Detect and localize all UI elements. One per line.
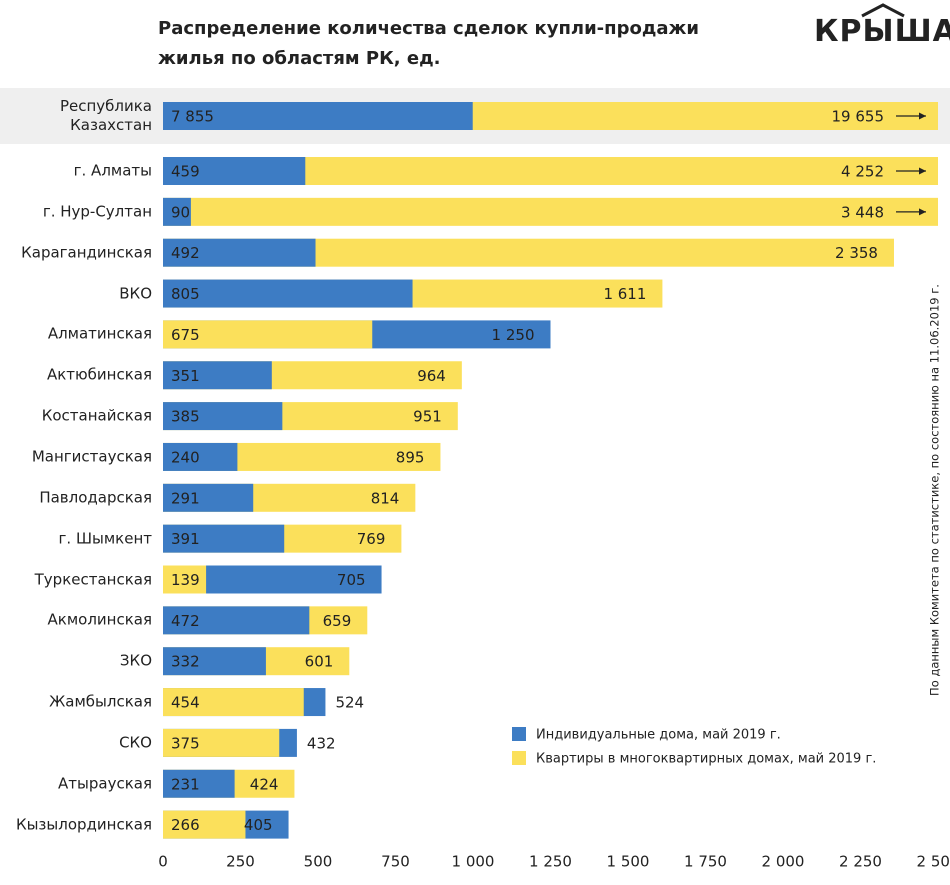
bar — [163, 442, 238, 471]
y-tick-label: ЗКО — [119, 651, 152, 670]
value-label: 4 252 — [841, 163, 884, 181]
y-tick-label: Костанайская — [41, 406, 152, 425]
value-label: 240 — [171, 448, 200, 466]
bar — [163, 361, 272, 390]
value-label: 1 611 — [603, 285, 646, 303]
source-note: По данным Комитета по статистике, по сос… — [928, 284, 942, 696]
value-label: 524 — [335, 694, 364, 712]
value-label: 291 — [171, 489, 200, 507]
bar — [163, 238, 316, 267]
bar — [163, 320, 373, 349]
y-tick-label: ВКО — [119, 284, 152, 303]
bar — [163, 279, 413, 308]
overflow-arrowhead — [919, 167, 926, 175]
value-label: 805 — [171, 285, 200, 303]
value-label: 90 — [171, 203, 190, 221]
y-tick-label: Павлодарская — [39, 488, 152, 507]
y-tick-label: Жамбылская — [49, 692, 152, 711]
bar — [163, 402, 283, 431]
y-tick-label: Мангистауская — [31, 447, 152, 466]
value-label: 705 — [337, 571, 366, 589]
value-label: 454 — [171, 694, 200, 712]
value-label: 675 — [171, 326, 200, 344]
x-tick-label: 1 250 — [529, 853, 572, 871]
value-label: 432 — [307, 734, 336, 752]
legend-swatch — [512, 751, 526, 765]
overflow-arrowhead — [919, 112, 926, 120]
y-tick-label: г. Нур-Султан — [42, 202, 152, 221]
x-tick-label: 2 500 — [917, 853, 950, 871]
value-label: 19 655 — [832, 108, 885, 126]
x-tick-label: 1 750 — [684, 853, 727, 871]
x-tick-label: 750 — [381, 853, 410, 871]
bar — [163, 157, 306, 185]
value-label: 385 — [171, 408, 200, 426]
y-tick-label: Алматинская — [47, 324, 152, 343]
bar — [163, 647, 266, 676]
legend-label: Индивидуальные дома, май 2019 г. — [536, 728, 781, 743]
bar — [163, 197, 191, 226]
y-tick-label: Актюбинская — [46, 365, 152, 384]
bar — [163, 728, 280, 757]
legend-swatch — [512, 727, 526, 741]
x-tick-label: 500 — [304, 853, 333, 871]
value-label: 601 — [305, 653, 334, 671]
value-label: 951 — [413, 408, 442, 426]
x-tick-label: 1 000 — [452, 853, 495, 871]
logo-roof — [861, 3, 905, 18]
value-label: 391 — [171, 530, 200, 548]
bar — [163, 565, 207, 594]
value-label: 769 — [357, 530, 386, 548]
value-label: 472 — [171, 612, 200, 630]
y-tick-label: Карагандинская — [21, 243, 152, 262]
x-tick-label: 250 — [226, 853, 255, 871]
chart-title: Распределение количества сделок купли-пр… — [158, 18, 700, 69]
value-label: 2 358 — [835, 244, 878, 262]
value-label: 814 — [371, 489, 400, 507]
bar — [163, 769, 235, 798]
bar — [163, 102, 473, 130]
overflow-arrowhead — [919, 208, 926, 216]
y-tick-label: Туркестанская — [34, 570, 152, 588]
value-label: 266 — [171, 816, 200, 834]
value-label: 351 — [171, 367, 200, 385]
value-label: 492 — [171, 244, 200, 262]
value-label: 964 — [417, 367, 446, 385]
y-tick-label: Кызылординская — [15, 815, 152, 834]
y-tick-label: Республика Казахстан — [59, 97, 152, 134]
logo: КРЫША — [814, 14, 950, 49]
value-label: 375 — [171, 734, 200, 752]
value-label: 1 250 — [492, 326, 535, 344]
legend-label: Квартиры в многоквартирных домах, май 20… — [536, 752, 876, 767]
bar — [163, 483, 254, 512]
x-tick-label: 1 500 — [607, 853, 650, 871]
value-label: 405 — [244, 816, 273, 834]
bar — [163, 197, 938, 226]
value-label: 332 — [171, 653, 200, 671]
value-label: 659 — [323, 612, 352, 630]
y-tick-label: Атырауская — [58, 774, 152, 793]
x-tick-label: 2 000 — [762, 853, 805, 871]
value-label: 895 — [396, 448, 425, 466]
value-label: 424 — [250, 775, 279, 793]
bar — [163, 688, 304, 717]
y-tick-label: Акмолинская — [47, 610, 152, 629]
value-label: 3 448 — [841, 203, 884, 221]
y-tick-label: г. Алматы — [73, 161, 152, 180]
y-tick-label: СКО — [119, 733, 152, 752]
bar — [163, 524, 285, 553]
bar — [163, 810, 246, 839]
x-tick-label: 2 250 — [839, 853, 882, 871]
x-tick-label: 0 — [158, 853, 168, 871]
value-label: 139 — [171, 571, 200, 589]
y-tick-label: г. Шымкент — [58, 529, 152, 548]
value-label: 231 — [171, 775, 200, 793]
bar — [163, 606, 310, 635]
value-label: 7 855 — [171, 108, 214, 126]
value-label: 459 — [171, 163, 200, 181]
